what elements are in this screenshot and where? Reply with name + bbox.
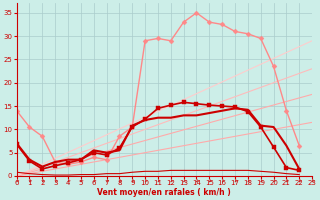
X-axis label: Vent moyen/en rafales ( km/h ): Vent moyen/en rafales ( km/h ) — [98, 188, 231, 197]
